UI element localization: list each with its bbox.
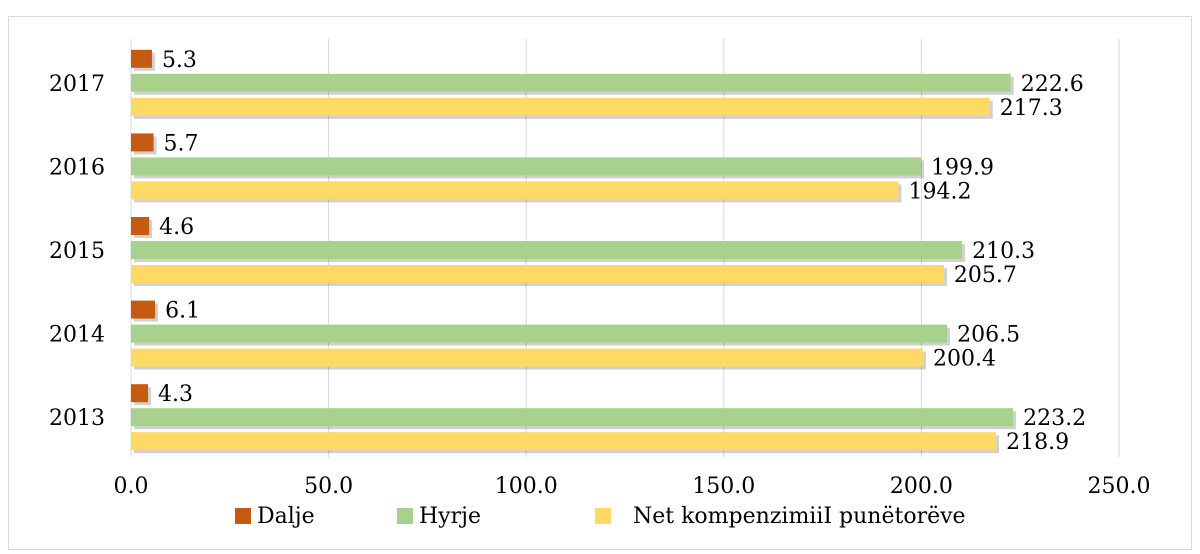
bar-dalje bbox=[131, 300, 156, 319]
bar-chart: 0.0 50.0 100.0 150.0 200.0 250.020175.3222.62… bbox=[49, 39, 1151, 529]
data-label: 200.4 bbox=[933, 347, 996, 372]
bar-dalje bbox=[131, 384, 148, 403]
data-label: 199.9 bbox=[931, 155, 994, 180]
legend-swatch-net bbox=[595, 508, 611, 524]
x-tick-label: 100.0 bbox=[495, 474, 558, 499]
bar-net bbox=[131, 432, 997, 451]
legend-swatch-hyrje bbox=[397, 508, 413, 524]
bar-hyrje bbox=[131, 408, 1014, 427]
data-label: 206.5 bbox=[957, 323, 1020, 348]
bar-net bbox=[131, 181, 899, 200]
legend-label: Net kompenzimiiI punëtorëve bbox=[633, 504, 966, 529]
x-tick-label: 200.0 bbox=[890, 474, 953, 499]
x-tick-label: 250.0 bbox=[1088, 474, 1151, 499]
data-label: 210.3 bbox=[972, 239, 1035, 264]
x-tick-label: 150.0 bbox=[692, 474, 755, 499]
y-category-label: 2013 bbox=[49, 406, 105, 431]
bar-dalje bbox=[131, 217, 150, 235]
data-label: 217.3 bbox=[1000, 96, 1063, 121]
x-tick-label: 50.0 bbox=[304, 474, 353, 499]
data-label: 223.2 bbox=[1023, 406, 1086, 431]
data-label: 194.2 bbox=[908, 179, 971, 204]
data-label: 5.3 bbox=[162, 48, 197, 73]
chart-frame: 0.0 50.0 100.0 150.0 200.0 250.0 2017 5.3 222.6 2… bbox=[8, 16, 1192, 550]
y-category-label: 2015 bbox=[49, 239, 105, 264]
bar-hyrje bbox=[131, 241, 963, 259]
bar-hyrje bbox=[131, 157, 922, 176]
data-label: 4.6 bbox=[159, 215, 194, 240]
data-label: 222.6 bbox=[1021, 72, 1084, 97]
bar-hyrje bbox=[131, 73, 1011, 92]
bar-hyrje bbox=[131, 324, 948, 343]
y-category-label: 2016 bbox=[49, 155, 105, 180]
data-label: 6.1 bbox=[165, 299, 200, 324]
data-label: 218.9 bbox=[1006, 430, 1069, 455]
y-category-label: 2017 bbox=[49, 72, 105, 97]
bar-net bbox=[131, 265, 944, 283]
bar-net bbox=[131, 348, 923, 367]
bar-dalje bbox=[131, 49, 152, 68]
bar-dalje bbox=[131, 133, 154, 152]
y-category-label: 2014 bbox=[49, 323, 105, 348]
legend-label: Dalje bbox=[257, 504, 315, 529]
x-tick-label: 0.0 bbox=[114, 474, 149, 499]
legend-label: Hyrje bbox=[419, 504, 481, 529]
data-label: 205.7 bbox=[954, 263, 1017, 288]
legend-swatch-dalje bbox=[235, 508, 251, 524]
data-label: 5.7 bbox=[164, 131, 199, 156]
bar-net bbox=[131, 97, 990, 116]
data-label: 4.3 bbox=[158, 382, 193, 407]
